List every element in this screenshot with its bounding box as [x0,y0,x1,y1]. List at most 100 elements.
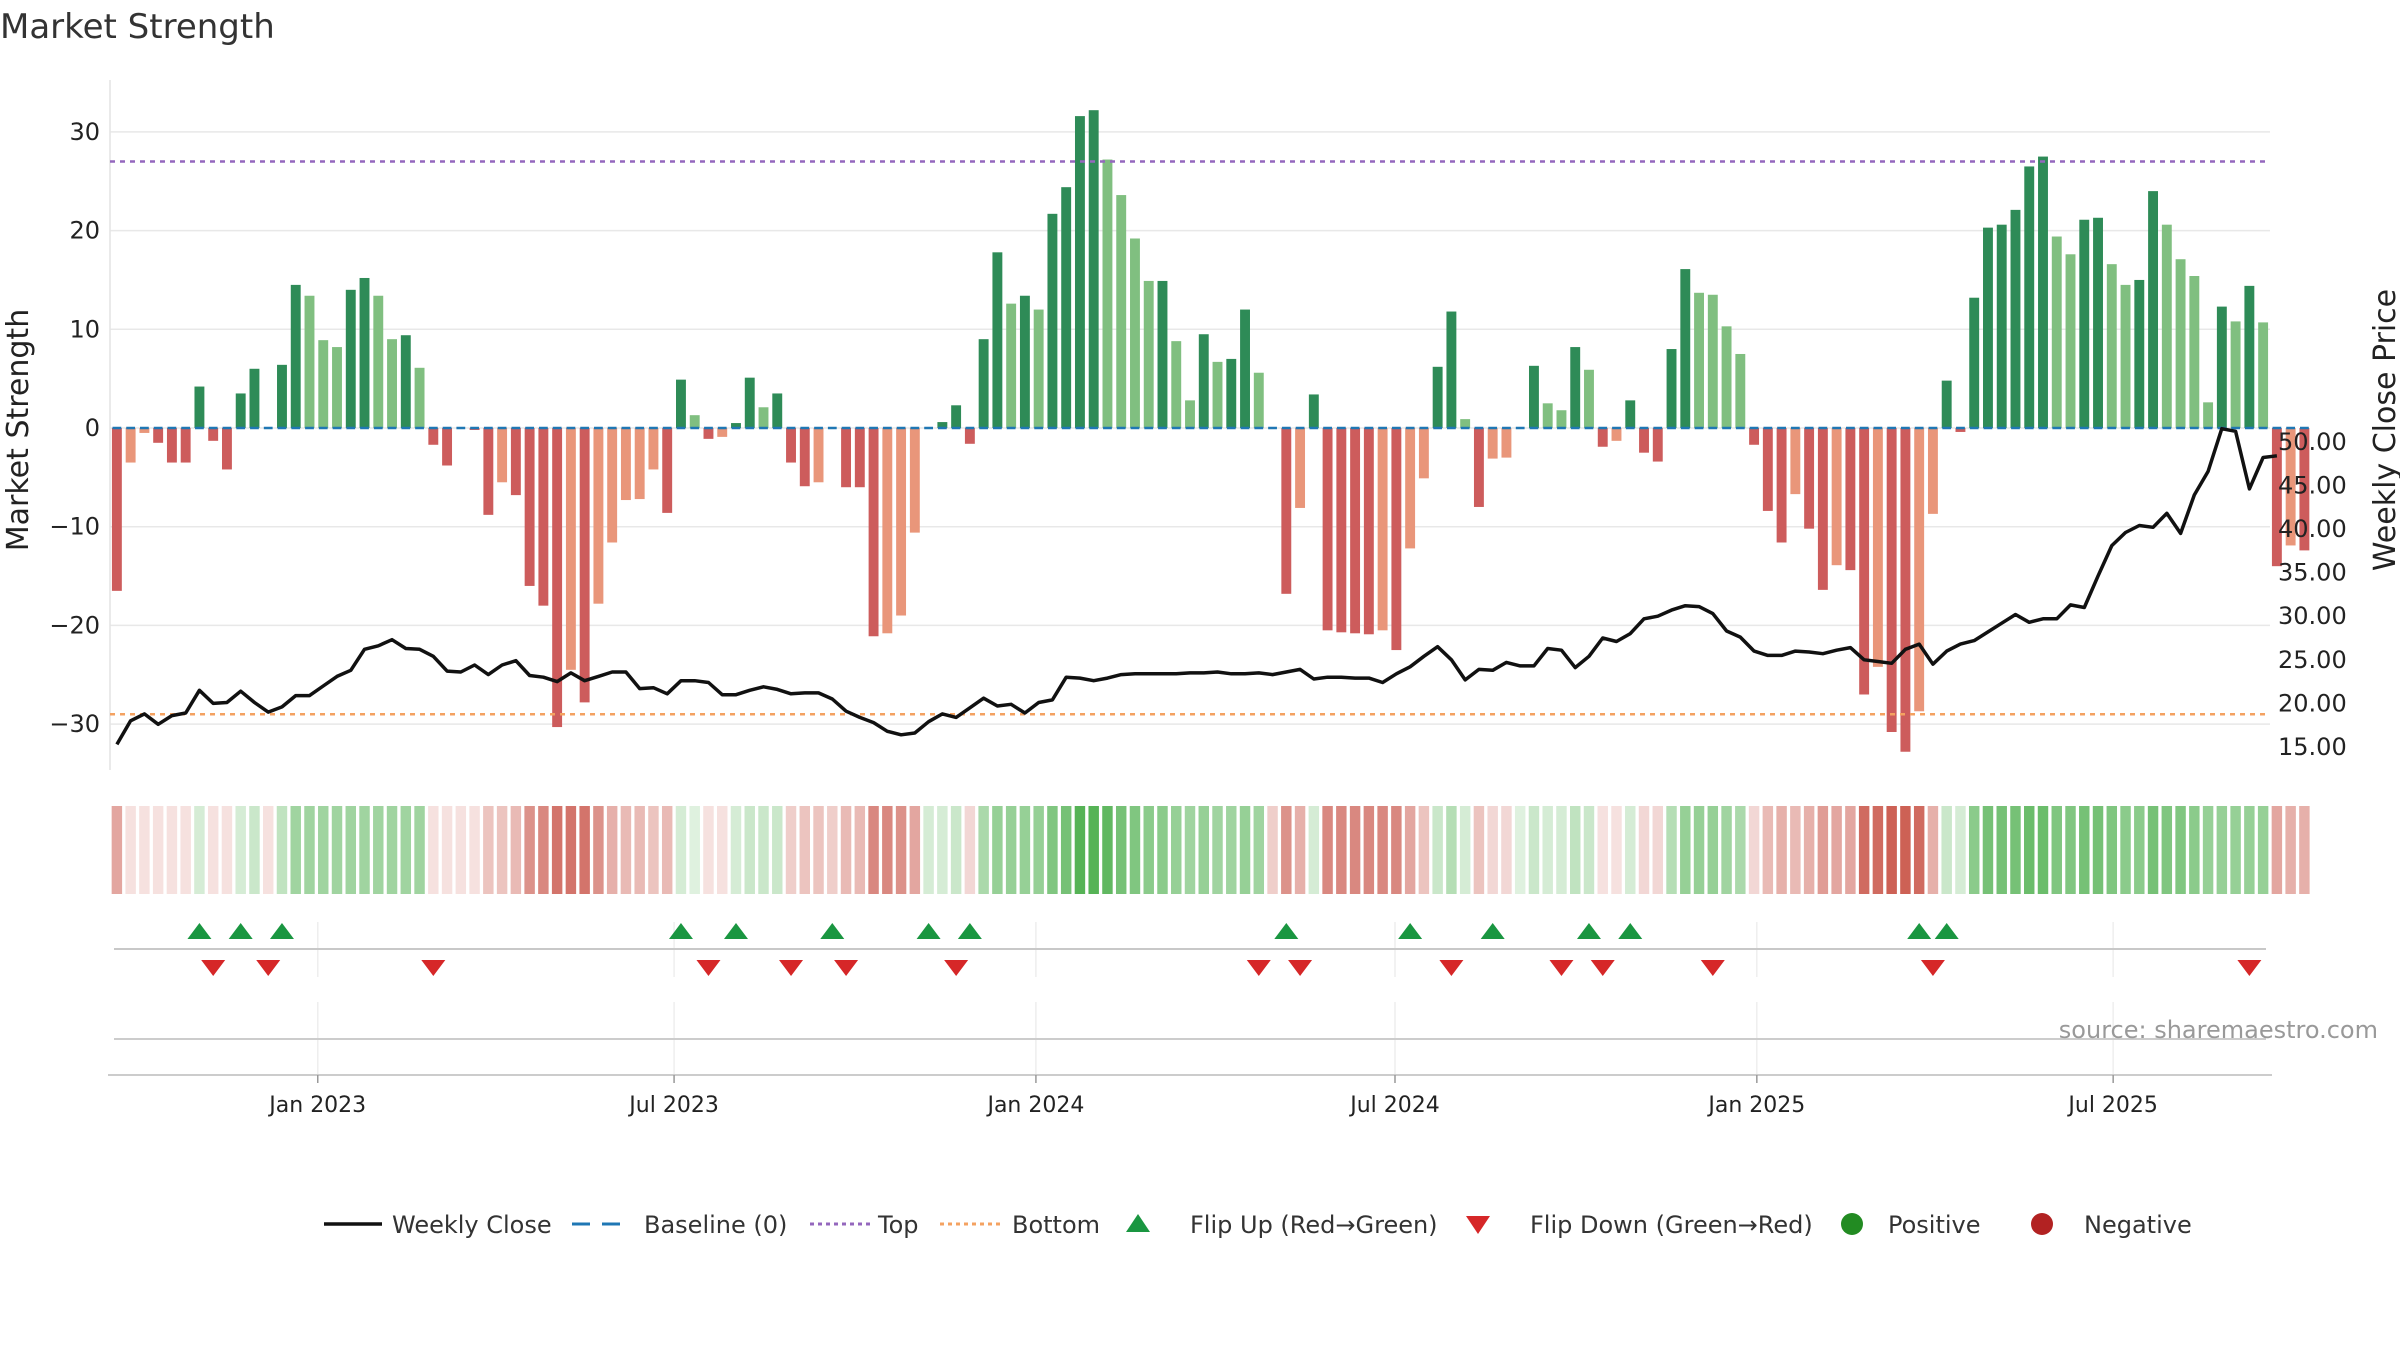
strength-bar [978,339,989,428]
source-label: source: sharemaestro.com [2059,1016,2378,1044]
strength-bar [277,364,287,428]
strip-cell [1625,806,1636,894]
strip-cell [1446,806,1457,894]
strength-bar [2093,217,2103,428]
strip-cell [1927,806,1939,894]
strength-bar [1762,428,1773,511]
flip-up-marker [1398,923,1423,939]
strength-bar [510,428,521,496]
strip-cell [1680,806,1691,894]
strength-bar [1859,428,1870,695]
strip-cell [2134,806,2145,894]
legend-label: Bottom [1012,1211,1100,1239]
strength-bar [2244,285,2255,428]
strength-bar [414,367,425,428]
strip-cell [895,806,907,894]
strip-cell [1226,806,1237,894]
strip-cell [2106,806,2118,894]
strip-cell [2271,806,2283,894]
strip-cell [469,806,480,894]
strip-cell [2120,806,2131,894]
y2-tick-label: 50.00 [2278,428,2347,456]
flip-up-marker [187,923,212,939]
strip-cell [785,806,797,894]
strength-bar [676,379,686,428]
strip-cell [978,806,989,894]
strength-bar [731,423,741,428]
strip-cell [111,806,123,894]
strength-bar [1061,187,1072,428]
strip-cell [675,806,687,894]
strength-bar [2024,166,2035,428]
strip-cell [2024,806,2035,894]
strength-bar [634,428,645,500]
strength-bar [1639,428,1649,453]
strip-cell [950,806,962,894]
strip-cell [2079,806,2090,894]
strength-bar [318,340,329,428]
strength-bar [483,428,494,515]
strip-cell [207,806,219,894]
strip-cell [262,806,274,894]
strength-bar [1735,353,1746,428]
y-axis-title: Market Strength [1,309,36,551]
strength-bar [896,428,907,616]
flip-down-marker [1700,960,1725,976]
strength-bar [909,428,920,533]
strength-bar [2120,284,2131,428]
strip-cell [1322,806,1333,894]
strip-cell [579,806,590,894]
strip-cell [799,806,811,894]
strength-bar [1721,326,1732,428]
strength-bar [1391,428,1402,651]
strength-bar [166,428,177,463]
y-tick-label: −30 [49,710,100,738]
strip-cell [1542,806,1553,894]
strength-bar [1130,238,1140,428]
strip-cell [813,806,824,894]
strength-bar [1295,428,1306,508]
strip-cell [414,806,425,894]
strip-cell [441,806,453,894]
strength-bar [153,428,164,443]
x-tick-label: Jan 2024 [985,1093,1084,1118]
flip-down-marker [944,960,969,976]
y2-tick-label: 40.00 [2278,515,2347,543]
strip-cell [2285,806,2296,894]
strip-cell [964,806,976,894]
legend-label: Top [877,1211,919,1239]
right-axis-ticks: 50.00 45.00 40.00 35.00 30.00 25.00 20.00 15.00 [2278,428,2347,761]
strength-bar [2216,306,2227,428]
strip-cell [1652,806,1663,894]
flip-up-marker [1274,923,1299,939]
strength-bar [1804,428,1815,529]
y2-axis-title: Weekly Close Price [2368,289,2400,571]
flip-up-marker [723,923,748,939]
strength-bar [1941,380,1952,428]
strength-bar [1088,110,1099,428]
strength-bar [1212,361,1223,428]
strength-bar [1597,428,1608,447]
strip-cell [483,806,494,894]
strip-cell [249,806,260,894]
strength-bar [1418,428,1429,479]
strip-cell [2065,806,2076,894]
strength-bar [1749,428,1760,445]
strip-cell [318,806,329,894]
strength-bars [111,110,2310,752]
strength-bar [1446,311,1457,428]
strength-bar [1625,400,1636,428]
strip-cell [1735,806,1746,894]
strength-bar [758,407,769,428]
left-axis-ticks: 30 20 10 0 −10 −20 −30 [49,118,100,738]
strength-bar [1528,365,1539,428]
strength-bar [992,252,1003,428]
strip-cell [1391,806,1402,894]
strip-cell [1473,806,1485,894]
x-tick-label: Jan 2023 [267,1093,366,1118]
flip-down-marker [1590,960,1615,976]
strip-cell [180,806,191,894]
strip-cell [1845,806,1856,894]
strength-bar [1790,428,1801,495]
